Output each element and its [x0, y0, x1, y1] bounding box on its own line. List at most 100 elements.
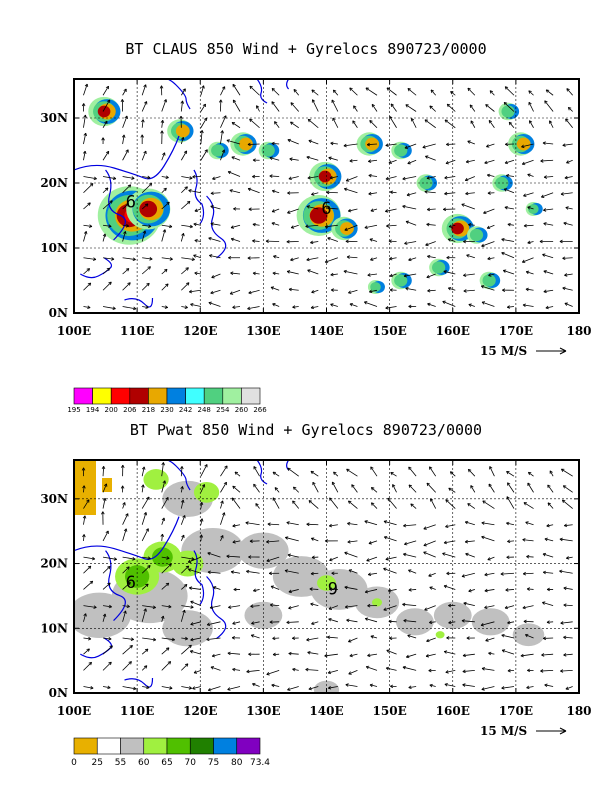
- wind-arrow: [249, 85, 260, 96]
- wind-arrowhead: [542, 141, 546, 145]
- wind-arrowhead: [448, 603, 452, 608]
- wind-arrowhead: [429, 620, 433, 625]
- wind-arrowhead: [306, 155, 310, 160]
- wind-arrow: [141, 266, 151, 275]
- wind-arrow: [141, 608, 147, 622]
- wind-arrow: [523, 502, 534, 509]
- wind-arrow: [161, 229, 166, 242]
- wind-arrow: [507, 306, 515, 308]
- wind-arrow: [404, 241, 417, 244]
- wind-arrowhead: [123, 610, 127, 614]
- wind-arrowhead: [144, 101, 148, 105]
- wind-arrow: [443, 270, 456, 275]
- wind-arrowhead: [86, 268, 91, 272]
- wind-arrowhead: [122, 502, 126, 506]
- wind-arrowhead: [480, 285, 485, 289]
- wind-arrowhead: [423, 526, 427, 530]
- wind-arrow: [102, 187, 109, 194]
- wind-arrow: [287, 467, 299, 477]
- wind-arrow: [371, 104, 378, 112]
- wind-arrowhead: [467, 468, 472, 473]
- wind-arrowhead: [271, 209, 276, 213]
- wind-arrow: [364, 301, 378, 307]
- wind-arrow: [563, 653, 573, 656]
- wind-arrow: [102, 306, 116, 310]
- wind-arrowhead: [486, 225, 491, 229]
- wind-arrowhead: [429, 586, 433, 590]
- wind-arrowhead: [147, 565, 151, 569]
- wind-arrowhead: [143, 150, 147, 155]
- wind-arrowhead: [370, 257, 374, 261]
- wind-arrowhead: [470, 485, 474, 489]
- wind-arrowhead: [144, 648, 149, 653]
- wind-arrow: [408, 257, 417, 261]
- wind-arrowhead: [292, 500, 296, 504]
- wind-arrowhead: [402, 204, 406, 209]
- wind-arrowhead: [344, 605, 349, 609]
- wind-arrow: [385, 176, 397, 180]
- wind-arrow: [544, 176, 554, 178]
- wind-arrow: [83, 565, 92, 574]
- wind-arrow: [328, 686, 338, 689]
- wind-arrowhead: [425, 155, 429, 159]
- wind-arrowhead: [525, 633, 529, 638]
- gyre-marker: 6: [321, 199, 331, 219]
- wind-arrow: [425, 241, 436, 246]
- wind-arrowhead: [109, 645, 113, 649]
- colorbar-swatch: [96, 737, 121, 755]
- wind-arrow: [250, 605, 260, 607]
- wind-arrow: [102, 645, 113, 655]
- wind-arrowhead: [249, 85, 253, 90]
- wind-arrow: [102, 200, 113, 210]
- wind-arrowhead: [488, 483, 492, 488]
- wind-arrow: [506, 522, 515, 526]
- wind-arrowhead: [562, 485, 567, 489]
- wind-arrowhead: [248, 290, 252, 295]
- wind-arrowhead: [426, 482, 430, 487]
- wind-arrowhead: [383, 520, 388, 524]
- wind-arrowhead: [209, 605, 214, 610]
- wind-arrowhead: [561, 468, 565, 472]
- wind-arrow: [345, 684, 358, 687]
- wind-arrow: [520, 653, 534, 657]
- wind-arrow: [102, 233, 106, 242]
- wind-arrowhead: [343, 143, 347, 148]
- wind-arrow: [83, 499, 90, 509]
- wind-arrowhead: [120, 99, 125, 103]
- wind-arrow: [230, 224, 241, 229]
- colorbar-label: 70: [185, 758, 197, 768]
- wind-arrowhead: [107, 685, 111, 690]
- wind-arrow: [141, 528, 149, 542]
- wind-arrow: [465, 176, 475, 181]
- wind-arrowhead: [83, 132, 87, 137]
- wind-arrowhead: [165, 175, 169, 180]
- wind-arrowhead: [386, 649, 390, 653]
- wind-arrowhead: [183, 584, 188, 588]
- wind-arrowhead: [226, 554, 230, 559]
- wind-arrow: [180, 466, 183, 477]
- wind-arrow: [564, 273, 573, 276]
- wind-arrow: [102, 466, 105, 477]
- cloud-blob: [175, 124, 190, 138]
- wind-arrowhead: [427, 207, 431, 212]
- wind-arrowhead: [148, 224, 152, 228]
- wind-arrow: [307, 118, 319, 129]
- wind-arrow: [161, 661, 171, 671]
- wind-arrow: [368, 540, 378, 544]
- wind-arrow: [234, 471, 241, 477]
- wind-arrow: [286, 621, 299, 623]
- wind-arrowhead: [407, 161, 411, 165]
- wind-arrow: [181, 176, 193, 179]
- wind-arrowhead: [403, 552, 407, 557]
- wind-arrow: [543, 270, 554, 275]
- wind-arrow: [467, 87, 476, 96]
- wind-arrow: [349, 303, 358, 307]
- wind-arrow: [272, 303, 280, 307]
- cloud-blob: [139, 200, 158, 218]
- wind-arrow: [200, 518, 203, 525]
- wind-arrow: [543, 222, 554, 226]
- cloud-blob: [451, 222, 464, 235]
- wind-arrowhead: [390, 684, 394, 689]
- wind-arrowhead: [522, 538, 526, 542]
